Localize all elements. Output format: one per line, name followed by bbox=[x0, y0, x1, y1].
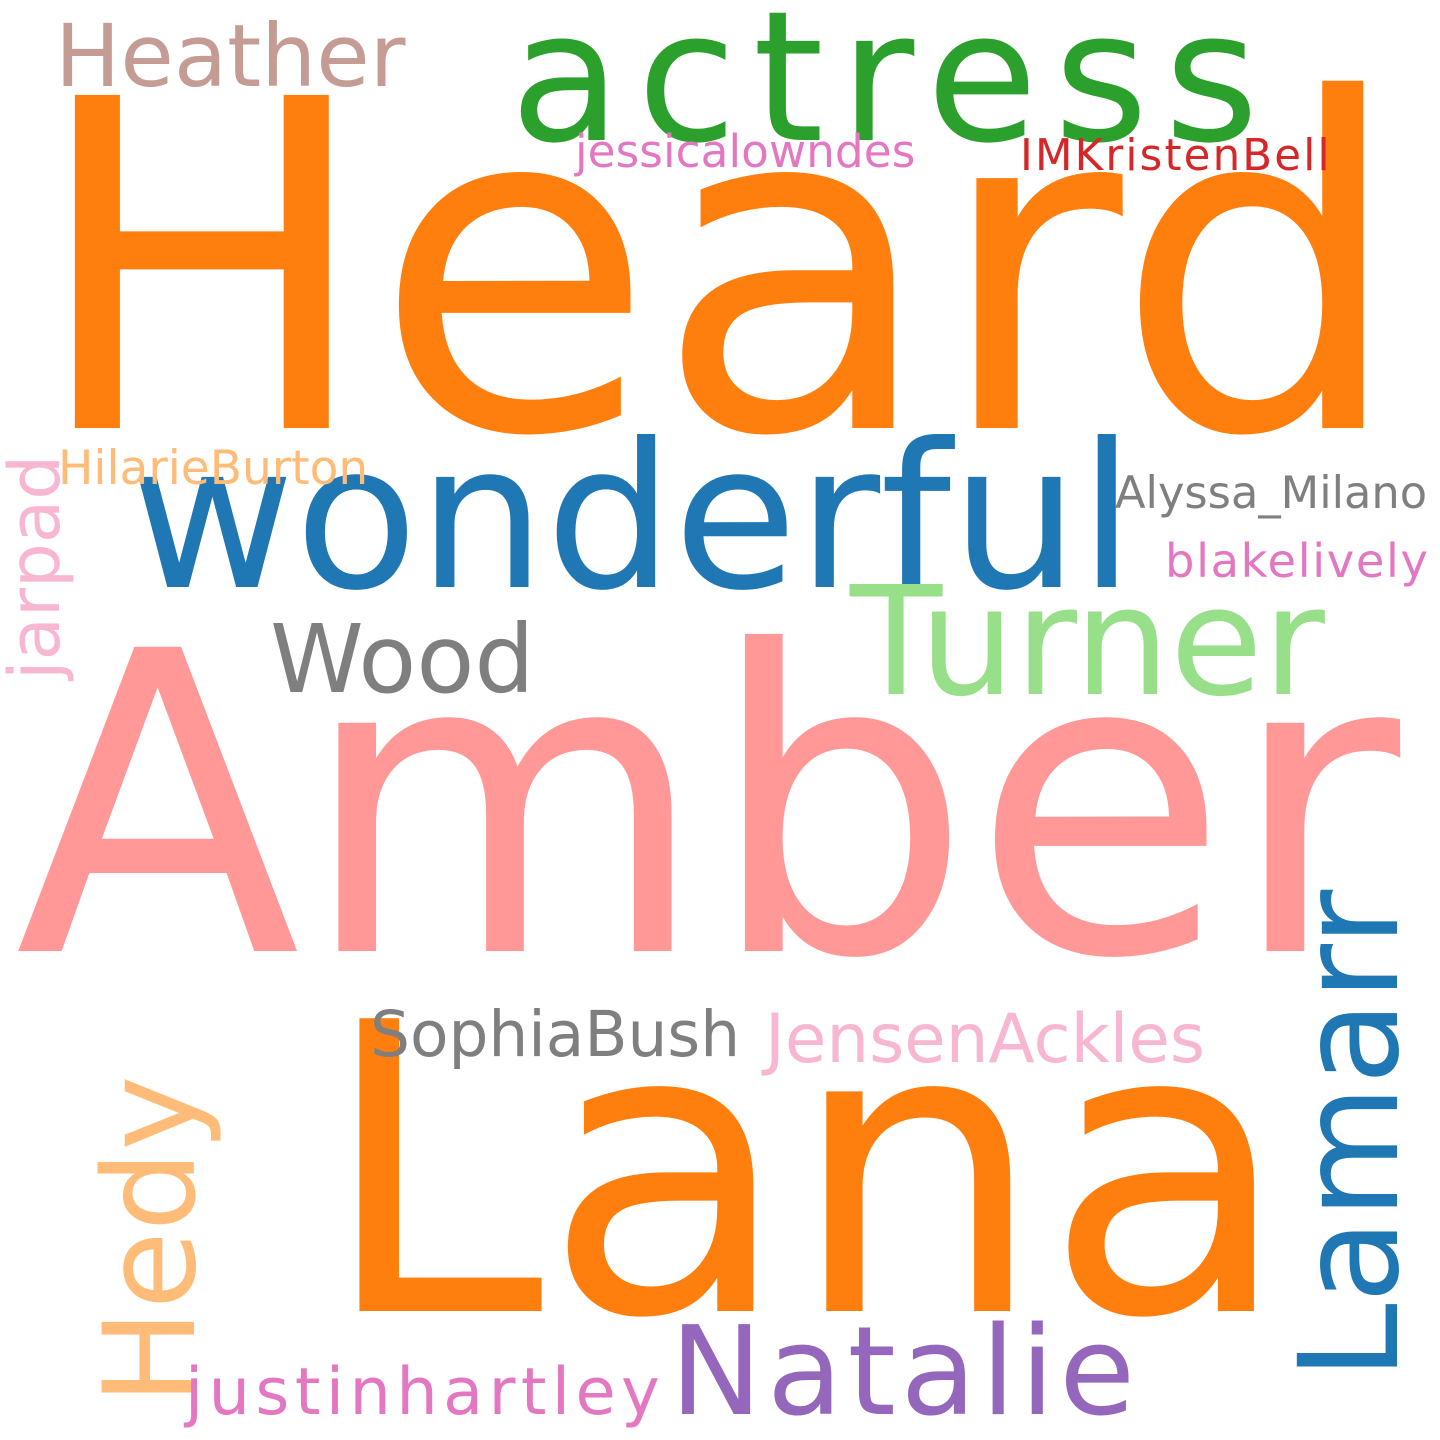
word-wonderful: wonderful bbox=[130, 400, 1135, 635]
word-alyssa-milano: Alyssa_Milano bbox=[1115, 467, 1428, 519]
word-amber: Amber bbox=[15, 565, 1401, 1050]
word-jessicalowndes: jessicalowndes bbox=[575, 124, 916, 178]
word-sophiabush: SophiaBush bbox=[370, 997, 741, 1071]
word-natalie: Natalie bbox=[670, 1301, 1140, 1440]
word-imkristenbell: IMKristenBell bbox=[1020, 131, 1332, 181]
word-actress: actress bbox=[510, 0, 1275, 183]
word-lana: Lana bbox=[320, 937, 1291, 1406]
word-hilarieburton: HilarieBurton bbox=[58, 441, 369, 496]
word-jarpad: jarpad bbox=[0, 454, 76, 680]
word-wood: Wood bbox=[270, 604, 535, 715]
word-turner: Turner bbox=[850, 554, 1325, 730]
word-heard: Heard bbox=[30, 3, 1405, 536]
word-justinhartley: justinhartley bbox=[185, 1354, 666, 1430]
word-blakelively: blakelively bbox=[1165, 534, 1430, 588]
word-lamarr: Lamarr bbox=[1269, 889, 1430, 1380]
word-jensenackles: JensenAckles bbox=[765, 998, 1206, 1078]
word-heather: Heather bbox=[55, 6, 406, 107]
